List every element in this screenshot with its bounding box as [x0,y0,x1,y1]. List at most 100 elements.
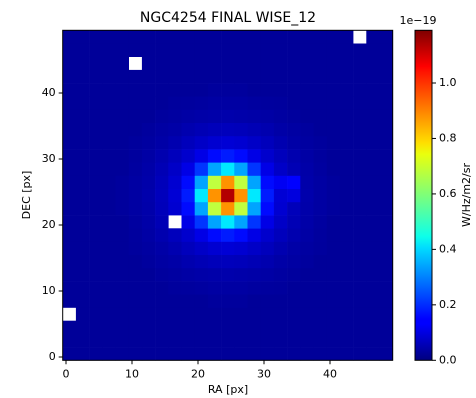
heatmap-cell [340,347,354,361]
heatmap-cell [168,268,182,282]
heatmap-cell [195,136,209,150]
heatmap-cell [102,110,116,124]
heatmap-cell [234,83,248,97]
heatmap-cell [63,96,76,110]
heatmap-cell [314,294,328,308]
heatmap-cell [261,242,275,256]
heatmap-cell [116,255,130,269]
heatmap-cell [76,242,90,256]
heatmap-cell [366,242,380,256]
heatmap-cell [182,30,196,44]
heatmap [63,30,393,360]
heatmap-cell [129,136,143,150]
heatmap-cell [116,189,130,203]
heatmap-cell [327,321,341,335]
heatmap-cell [380,189,394,203]
heatmap-cell [300,83,314,97]
heatmap-cell [63,334,76,348]
heatmap-cell [314,83,328,97]
heatmap-cell [129,308,143,322]
heatmap-cell [327,242,341,256]
heatmap-cell [129,255,143,269]
heatmap-cell [142,110,156,124]
heatmap-cell [182,57,196,70]
heatmap-cell [274,176,288,190]
heatmap-cell [353,347,367,361]
heatmap-cell [89,347,103,361]
heatmap-cell [76,321,90,335]
heatmap-cell [340,321,354,335]
heatmap-cell [314,136,328,150]
heatmap-cell [195,321,209,335]
heatmap-cell [327,281,341,295]
heatmap-cell [182,281,196,295]
heatmap-cell [287,215,301,229]
heatmap-cell [195,110,209,124]
heatmap-cell [380,30,394,44]
heatmap-cell [129,281,143,295]
heatmap-cell [182,189,196,203]
heatmap-cell [63,189,76,203]
heatmap-cell [287,334,301,348]
heatmap-cell [380,308,394,322]
heatmap-cell [208,123,222,137]
heatmap-cell [63,347,76,361]
heatmap-cell [63,202,76,216]
heatmap-cell [182,334,196,348]
heatmap-cell [274,110,288,124]
heatmap-cell [76,57,90,70]
colorbar-tick-label: 1.0 [439,76,457,89]
heatmap-cell [353,70,367,84]
heatmap-cell [102,202,116,216]
heatmap-cell [63,228,76,242]
heatmap-cell [168,281,182,295]
heatmap-cell [380,228,394,242]
heatmap-cell [195,96,209,110]
heatmap-cell [155,44,169,58]
heatmap-cell [300,294,314,308]
heatmap-cell [287,255,301,269]
heatmap-cell [261,30,275,44]
heatmap-cell [234,176,248,190]
heatmap-cell [102,123,116,137]
heatmap-cell [353,228,367,242]
heatmap-cell [314,268,328,282]
heatmap-cell [314,44,328,58]
heatmap-cell [353,334,367,348]
heatmap-cell [208,347,222,361]
heatmap-cell [195,268,209,282]
heatmap-cell [380,334,394,348]
heatmap-cell [89,123,103,137]
heatmap-cell [314,123,328,137]
heatmap-cell [195,347,209,361]
heatmap-cell [63,30,76,44]
heatmap-cell [102,189,116,203]
heatmap-cell [129,44,143,58]
heatmap-cell [168,162,182,176]
heatmap-cell [300,57,314,70]
heatmap-cell [314,176,328,190]
heatmap-cell [182,176,196,190]
heatmap-cell [300,215,314,229]
y-tick-label: 20 [42,218,56,231]
heatmap-cell [129,123,143,137]
heatmap-cell [300,136,314,150]
heatmap-cell [129,321,143,335]
heatmap-cell [327,136,341,150]
heatmap-cell [353,242,367,256]
heatmap-cell [234,202,248,216]
heatmap-cell [248,176,262,190]
heatmap-cell [353,136,367,150]
heatmap-cell [300,162,314,176]
heatmap-cell [353,149,367,163]
heatmap-cell [248,347,262,361]
heatmap-cell [300,281,314,295]
heatmap-cell [366,57,380,70]
heatmap-cell [76,123,90,137]
heatmap-cell [234,294,248,308]
heatmap-cell [274,96,288,110]
heatmap-cell [366,202,380,216]
heatmap-cell [195,242,209,256]
heatmap-cell [142,149,156,163]
heatmap-cell [89,176,103,190]
